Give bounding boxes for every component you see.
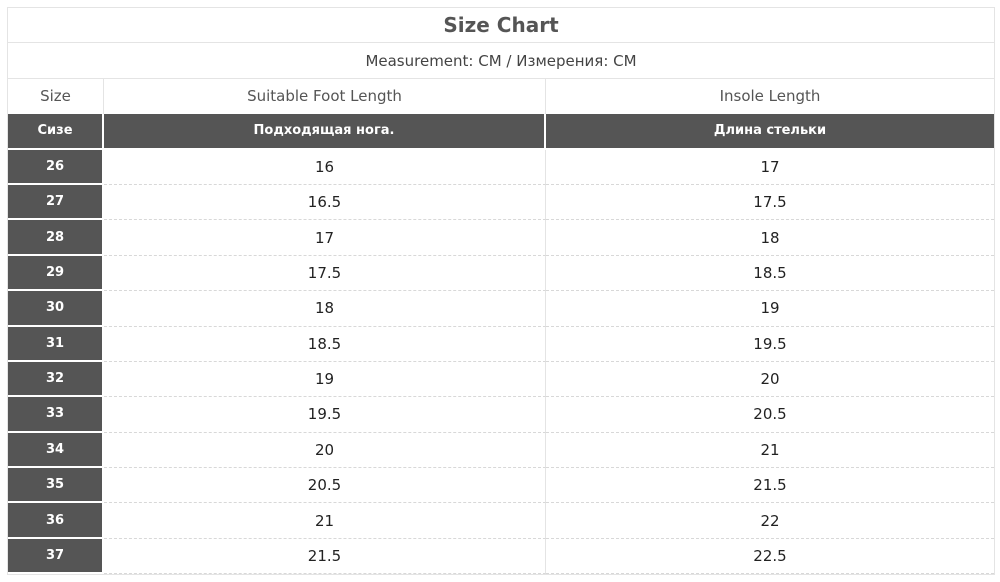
table-row: 26 16 17 (8, 149, 994, 185)
insole-length-cell: 20 (546, 362, 994, 398)
table-row: 35 20.5 21.5 (8, 468, 994, 504)
foot-length-cell: 19.5 (104, 397, 546, 433)
insole-length-cell: 21 (546, 433, 994, 469)
table-row: 28 17 18 (8, 220, 994, 256)
header-foot-length: Suitable Foot Length (104, 78, 546, 115)
table-row: 33 19.5 20.5 (8, 397, 994, 433)
size-cell: 31 (8, 326, 104, 362)
header-foot-length-ru: Подходящая нога. (104, 114, 546, 150)
insole-length-cell: 22 (546, 503, 994, 539)
table-row: 29 17.5 18.5 (8, 255, 994, 292)
insole-length-cell: 18 (546, 220, 994, 256)
size-cell: 26 (8, 149, 104, 185)
insole-length-cell: 22.5 (546, 539, 994, 575)
header-size: Size (8, 78, 104, 115)
header-row-russian: Сизе Подходящая нога. Длина стельки (8, 114, 994, 150)
table-row: 34 20 21 (8, 432, 994, 469)
size-cell: 32 (8, 361, 104, 398)
foot-length-cell: 16.5 (104, 184, 546, 221)
size-cell: 30 (8, 291, 104, 327)
insole-length-cell: 20.5 (546, 397, 994, 433)
header-row-english: Size Suitable Foot Length Insole Length (8, 78, 994, 115)
foot-length-cell: 18.5 (104, 326, 546, 362)
foot-length-cell: 17.5 (104, 255, 546, 292)
insole-length-cell: 21.5 (546, 468, 994, 504)
foot-length-cell: 16 (104, 149, 546, 185)
size-cell: 27 (8, 184, 104, 221)
size-cell: 34 (8, 432, 104, 469)
size-cell: 35 (8, 468, 104, 504)
size-chart-table: Size Chart Measurement: CM / Измерения: … (7, 7, 995, 576)
table-row: 37 21.5 22.5 (8, 538, 994, 575)
insole-length-cell: 19.5 (546, 327, 994, 362)
insole-length-cell: 17.5 (546, 185, 994, 221)
table-row: 30 18 19 (8, 291, 994, 327)
foot-length-cell: 21 (104, 503, 546, 539)
foot-length-cell: 20 (104, 432, 546, 469)
table-row: 31 18.5 19.5 (8, 326, 994, 362)
measurement-note: Measurement: CM / Измерения: CM (8, 43, 994, 79)
foot-length-cell: 19 (104, 361, 546, 398)
header-size-ru: Сизе (8, 114, 104, 150)
foot-length-cell: 18 (104, 291, 546, 327)
insole-length-cell: 17 (546, 150, 994, 185)
size-cell: 37 (8, 538, 104, 575)
foot-length-cell: 20.5 (104, 468, 546, 504)
foot-length-cell: 17 (104, 220, 546, 256)
table-row: 32 19 20 (8, 361, 994, 398)
table-row: 27 16.5 17.5 (8, 184, 994, 221)
size-cell: 29 (8, 255, 104, 292)
size-cell: 28 (8, 220, 104, 256)
foot-length-cell: 21.5 (104, 538, 546, 575)
insole-length-cell: 19 (546, 291, 994, 327)
table-title: Size Chart (8, 8, 994, 44)
insole-length-cell: 18.5 (546, 256, 994, 292)
header-insole-length-ru: Длина стельки (546, 114, 994, 150)
size-cell: 33 (8, 397, 104, 433)
size-cell: 36 (8, 503, 104, 539)
table-row: 36 21 22 (8, 503, 994, 539)
header-insole-length: Insole Length (719, 87, 821, 106)
